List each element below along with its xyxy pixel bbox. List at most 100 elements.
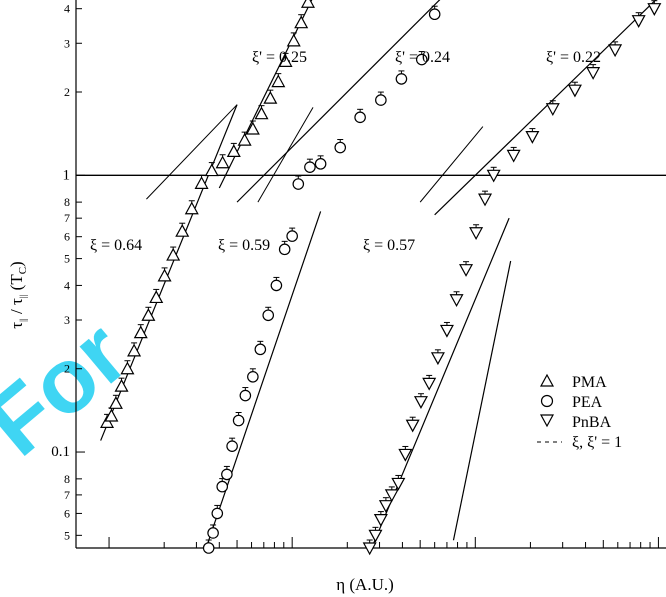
data-point-triangle-up — [133, 325, 148, 339]
data-point-circle — [278, 243, 291, 256]
data-point-triangle-up — [300, 0, 315, 8]
y-ticks: 4 3 2 1 8 7 6 5 4 3 2 0.1 8 7 6 5 — [51, 2, 85, 542]
data-point-triangle-up — [286, 33, 301, 47]
data-point-triangle-up — [194, 176, 209, 189]
data-point-circle — [314, 158, 327, 170]
data-point-triangle-down — [449, 294, 464, 308]
y-label-tau: τ — [7, 322, 26, 329]
data-point-triangle-up — [184, 201, 199, 215]
data-point-triangle-up — [127, 343, 142, 357]
data-point-circle — [226, 440, 238, 452]
y-tick-label: 3 — [64, 313, 70, 327]
data-point-triangle-up — [175, 223, 190, 237]
data-point-triangle-down — [405, 419, 420, 433]
data-point-triangle-down — [459, 264, 474, 277]
tangent-line — [146, 104, 238, 200]
data-point-circle — [262, 309, 275, 322]
data-point-circle — [395, 73, 408, 85]
data-point-triangle-down — [362, 542, 377, 556]
y-tick-label: 1 — [63, 167, 71, 183]
y-tick-label: 2 — [64, 362, 70, 376]
y-tick-label: 5 — [64, 252, 70, 266]
data-point-triangle-up — [114, 378, 129, 392]
y-tick-label: 3 — [64, 36, 70, 50]
data-point-circle — [211, 507, 224, 520]
y-tick-label: 7 — [64, 211, 70, 225]
annotation-xi-prime-pea: ξ' = 0.24 — [395, 49, 450, 66]
legend-item-reference: ξ, ξ' = 1 — [537, 434, 622, 451]
data-point-triangle-up — [237, 132, 252, 146]
data-point-triangle-down — [567, 84, 582, 98]
data-point-triangle-down — [422, 377, 437, 391]
data-point-triangle-down — [586, 67, 601, 80]
legend: PMA PEA PnBA ξ, ξ' = 1 — [537, 373, 622, 451]
data-point-triangle-down — [525, 130, 540, 144]
data-point-triangle-down — [384, 489, 399, 503]
y-label-close: ) — [7, 261, 26, 267]
annotation-xi-pnba: ξ = 0.57 — [363, 237, 415, 254]
x-ticks — [108, 537, 659, 548]
x-axis-label: η (A.U.) — [336, 575, 394, 594]
data-point-triangle-up — [104, 408, 119, 422]
y-label-arg: (T — [7, 274, 26, 295]
y-label-sub1: || — [18, 318, 28, 322]
y-tick-label: 0.1 — [51, 444, 70, 460]
fit-line-pea — [204, 211, 322, 551]
y-axis-label: τ|| / τ|| (TC) — [7, 261, 29, 328]
annotation-xi-pma: ξ = 0.64 — [90, 237, 142, 254]
y-tick-label: 6 — [64, 230, 70, 244]
data-point-circle — [292, 178, 305, 190]
data-point-circle — [207, 527, 219, 539]
legend-item-pma: PMA — [539, 373, 607, 391]
data-point-triangle-down — [430, 352, 445, 366]
series-pea — [202, 5, 441, 554]
data-point-circle — [216, 480, 229, 493]
data-point-triangle-up — [157, 268, 172, 282]
data-point-triangle-down — [545, 103, 560, 116]
data-point-circle — [232, 414, 245, 427]
data-point-triangle-down — [608, 44, 623, 58]
data-point-circle — [375, 94, 387, 106]
data-point-circle — [247, 371, 259, 383]
data-point-triangle-down — [368, 529, 383, 543]
data-point-triangle-down — [506, 149, 521, 163]
y-label-tau2: τ — [7, 298, 26, 305]
data-point-triangle-down — [647, 3, 662, 16]
data-point-triangle-up — [245, 121, 260, 135]
data-point-circle — [221, 468, 233, 481]
data-point-triangle-up — [166, 247, 181, 261]
data-point-triangle-down — [478, 193, 493, 207]
data-point-triangle-up — [100, 415, 115, 428]
data-point-triangle-up — [215, 155, 230, 169]
legend-label-pma: PMA — [572, 374, 607, 391]
tangent-line — [419, 126, 484, 203]
legend-label-pnba: PnBA — [572, 414, 612, 431]
data-point-circle — [239, 389, 252, 402]
y-tick-label: 4 — [64, 2, 70, 16]
markers — [100, 0, 662, 556]
data-point-triangle-up — [204, 163, 219, 177]
data-point-circle — [270, 279, 283, 292]
legend-circle-icon — [540, 394, 554, 408]
series-pnba — [362, 0, 662, 556]
data-point-circle — [254, 343, 267, 356]
legend-label-pea: PEA — [572, 394, 603, 411]
data-point-triangle-down — [398, 448, 413, 462]
y-tick-label: 8 — [64, 195, 70, 209]
data-point-circle — [334, 141, 347, 154]
fit-line-pnba — [434, 0, 657, 216]
series-pma — [100, 0, 315, 428]
data-point-triangle-up — [263, 90, 278, 104]
y-tick-label: 7 — [64, 488, 70, 502]
y-label-argsub: C — [17, 267, 29, 274]
data-point-triangle-up — [294, 15, 309, 29]
y-tick-label: 2 — [64, 85, 70, 99]
data-point-circle — [428, 8, 441, 21]
data-point-triangle-down — [378, 500, 393, 513]
y-tick-label: 5 — [64, 528, 70, 542]
reference-slope-line — [452, 260, 512, 541]
legend-item-pea: PEA — [540, 394, 603, 411]
annotation-xi-prime-pnba: ξ' = 0.22 — [546, 49, 601, 66]
tangent-line — [257, 107, 314, 203]
